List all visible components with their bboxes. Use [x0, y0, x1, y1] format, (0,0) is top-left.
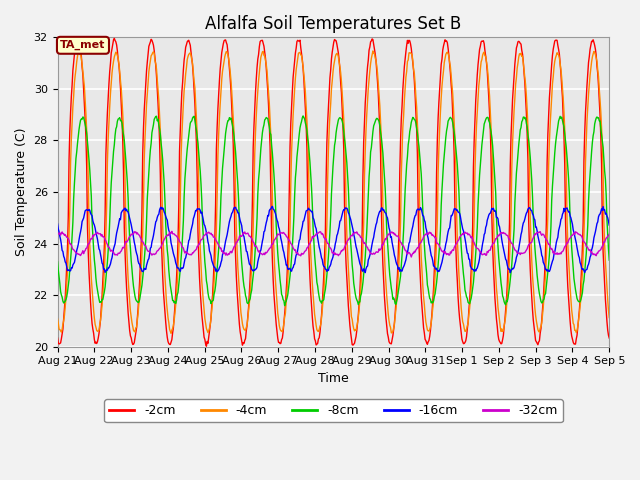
Legend: -2cm, -4cm, -8cm, -16cm, -32cm: -2cm, -4cm, -8cm, -16cm, -32cm [104, 399, 563, 422]
Title: Alfalfa Soil Temperatures Set B: Alfalfa Soil Temperatures Set B [205, 15, 461, 33]
Text: TA_met: TA_met [60, 40, 106, 50]
Y-axis label: Soil Temperature (C): Soil Temperature (C) [15, 128, 28, 256]
X-axis label: Time: Time [318, 372, 349, 385]
